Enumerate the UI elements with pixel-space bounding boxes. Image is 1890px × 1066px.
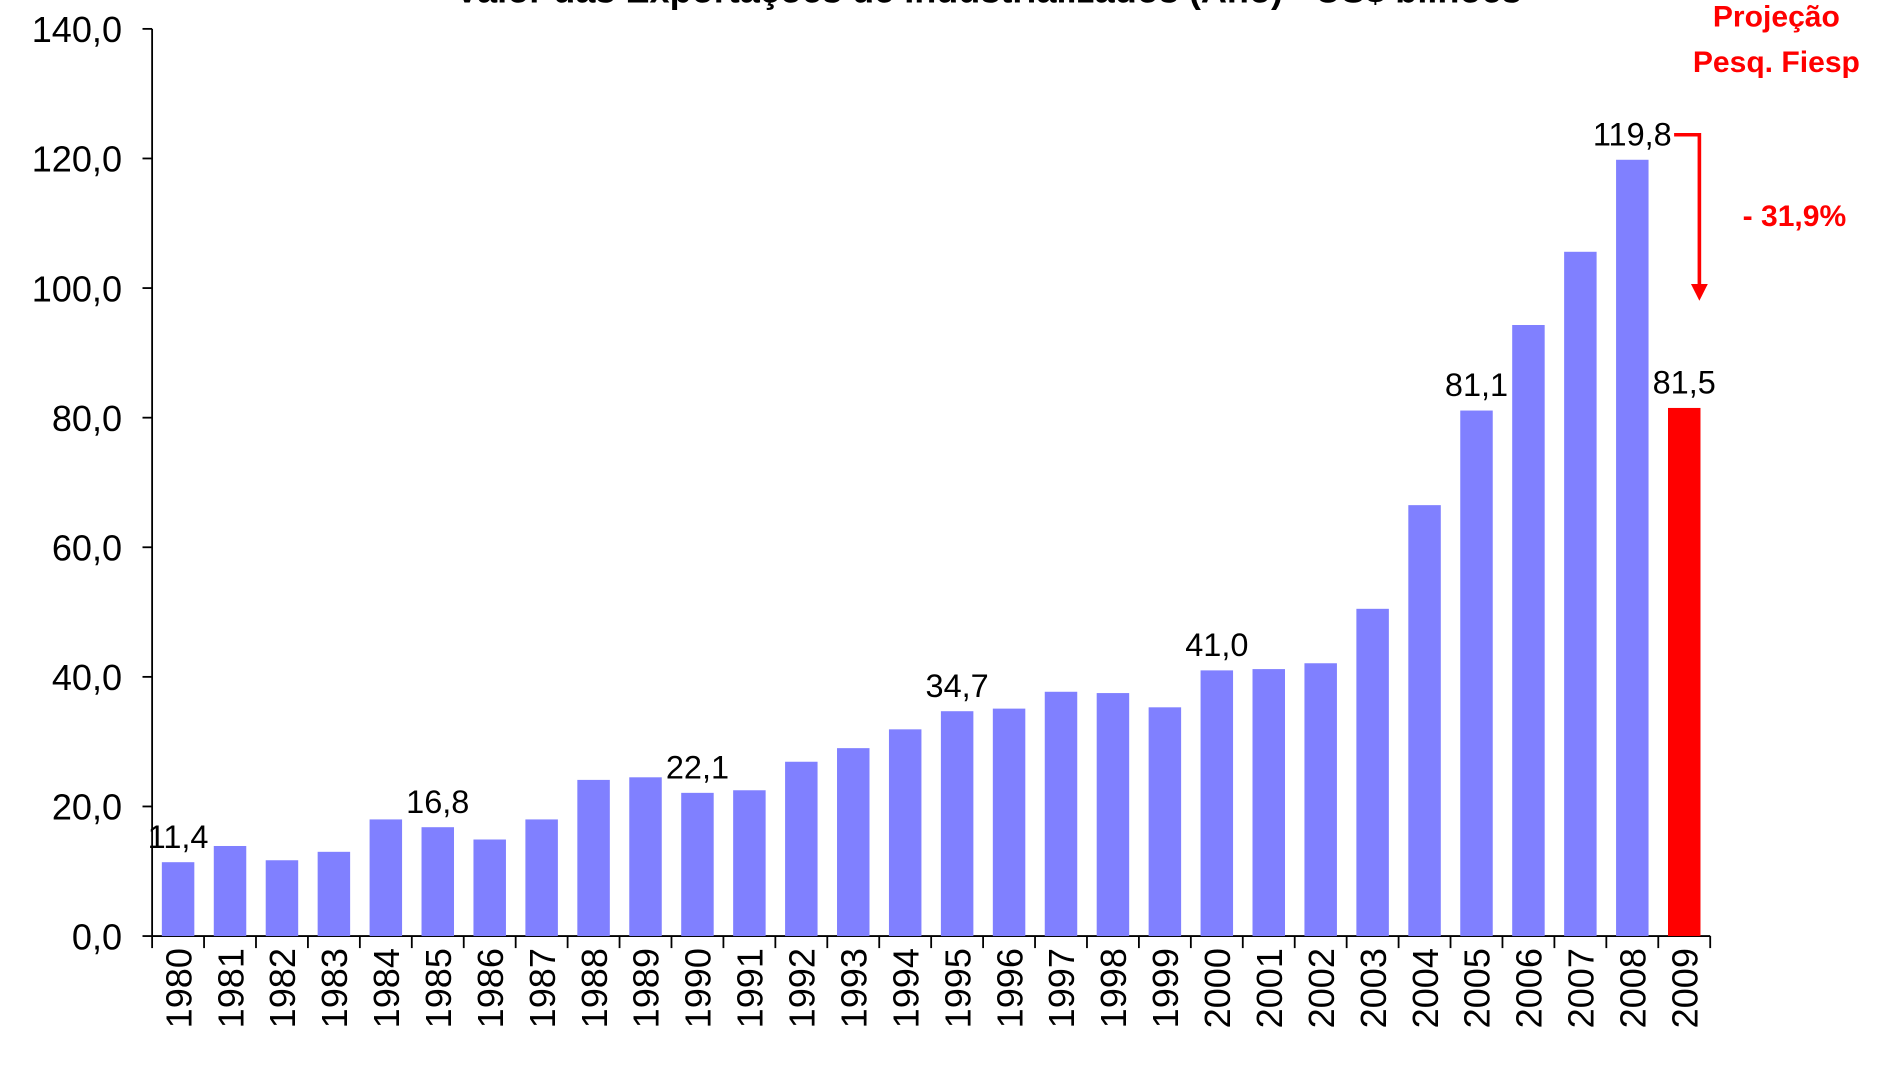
annotation: Projeção (1713, 0, 1840, 33)
x-tick-label: 1987 (522, 948, 563, 1028)
x-tick-label: 2008 (1613, 948, 1654, 1028)
x-tick-label: 1998 (1093, 948, 1134, 1028)
bar (1356, 608, 1389, 937)
x-tick-label: 1997 (1041, 948, 1082, 1028)
x-tick-label: 2000 (1197, 948, 1238, 1028)
bar (1667, 407, 1701, 937)
x-tick-label: 1994 (885, 948, 926, 1028)
x-tick-label: 1981 (210, 948, 251, 1028)
x-tick-label: 1982 (262, 948, 303, 1028)
y-tick-label: 0,0 (72, 916, 122, 957)
bar (629, 777, 662, 937)
data-label: 41,0 (1185, 627, 1248, 663)
x-tick-label: 1989 (626, 948, 667, 1028)
x-tick-label: 1993 (833, 948, 874, 1028)
bar (681, 792, 714, 937)
bar (837, 748, 870, 937)
chart-title: Valor das Exportações de Industrializado… (455, 0, 1522, 10)
bar (1304, 663, 1337, 937)
annotation: - 31,9% (1743, 200, 1847, 233)
bar (1616, 159, 1649, 937)
bar (992, 708, 1026, 937)
data-label: 11,4 (148, 819, 209, 855)
x-tick-label: 2006 (1509, 948, 1550, 1028)
x-tick-label: 1992 (782, 948, 823, 1028)
bar (317, 851, 351, 937)
bar (369, 819, 403, 937)
x-tick-label: 1999 (1145, 948, 1186, 1028)
x-tick-label: 1985 (418, 948, 459, 1028)
data-label: 16,8 (406, 784, 469, 820)
y-tick-label: 100,0 (32, 268, 122, 309)
x-tick-label: 1991 (730, 948, 771, 1028)
annotation: Pesq. Fiesp (1693, 46, 1860, 79)
bar (1096, 693, 1130, 937)
x-tick-label: 2007 (1561, 948, 1602, 1028)
x-tick-label: 1988 (574, 948, 615, 1028)
bar (265, 860, 299, 937)
y-tick-label: 80,0 (52, 398, 122, 439)
bar (940, 711, 974, 937)
bar (473, 839, 506, 937)
bar (1148, 707, 1182, 937)
y-tick-label: 60,0 (52, 528, 122, 569)
bar (213, 845, 247, 937)
data-label: 81,1 (1445, 367, 1508, 403)
bar (1460, 410, 1493, 937)
bar (525, 819, 558, 937)
bar (1252, 669, 1285, 937)
data-label: 34,7 (926, 668, 989, 704)
x-tick-label: 1995 (937, 948, 978, 1028)
data-label: 81,5 (1653, 365, 1716, 401)
x-tick-label: 2004 (1405, 948, 1446, 1028)
x-tick-label: 1983 (314, 948, 355, 1028)
y-tick-label: 140,0 (32, 9, 122, 50)
y-tick-label: 20,0 (52, 787, 122, 828)
bar (785, 761, 818, 937)
bar (1044, 691, 1078, 937)
data-label: 22,1 (666, 749, 729, 785)
bar (1512, 325, 1545, 937)
bar (733, 790, 766, 937)
x-tick-label: 2005 (1457, 948, 1498, 1028)
x-tick-label: 1996 (989, 948, 1030, 1028)
x-tick-label: 2009 (1664, 948, 1705, 1028)
arrow-head (1690, 283, 1708, 301)
bar (1408, 505, 1441, 937)
y-tick-label: 120,0 (32, 139, 122, 180)
arrow-line (1674, 132, 1702, 289)
x-tick-label: 2003 (1353, 948, 1394, 1028)
x-tick-label: 2001 (1249, 948, 1290, 1028)
bar (888, 729, 922, 937)
arrow (1674, 132, 1708, 301)
bar (1200, 670, 1234, 937)
bar (421, 827, 455, 937)
x-tick-label: 1990 (678, 948, 719, 1028)
y-tick-label: 40,0 (52, 657, 122, 698)
x-tick-label: 2002 (1301, 948, 1342, 1028)
bar (577, 779, 610, 937)
x-tick-label: 1980 (158, 948, 199, 1028)
bar (161, 862, 195, 937)
data-label: 119,8 (1593, 116, 1672, 152)
x-tick-label: 1986 (470, 948, 511, 1028)
bar (1564, 251, 1597, 937)
x-tick-label: 1984 (366, 948, 407, 1028)
